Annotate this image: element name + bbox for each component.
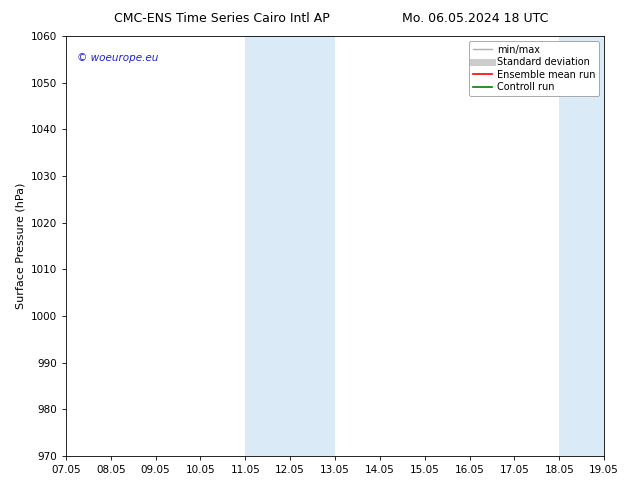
Text: CMC-ENS Time Series Cairo Intl AP: CMC-ENS Time Series Cairo Intl AP [114,12,330,25]
Bar [559,36,626,456]
Bar [245,36,335,456]
Text: © woeurope.eu: © woeurope.eu [77,53,158,63]
Legend: min/max, Standard deviation, Ensemble mean run, Controll run: min/max, Standard deviation, Ensemble me… [469,41,599,96]
Text: Mo. 06.05.2024 18 UTC: Mo. 06.05.2024 18 UTC [403,12,548,25]
Y-axis label: Surface Pressure (hPa): Surface Pressure (hPa) [15,183,25,309]
